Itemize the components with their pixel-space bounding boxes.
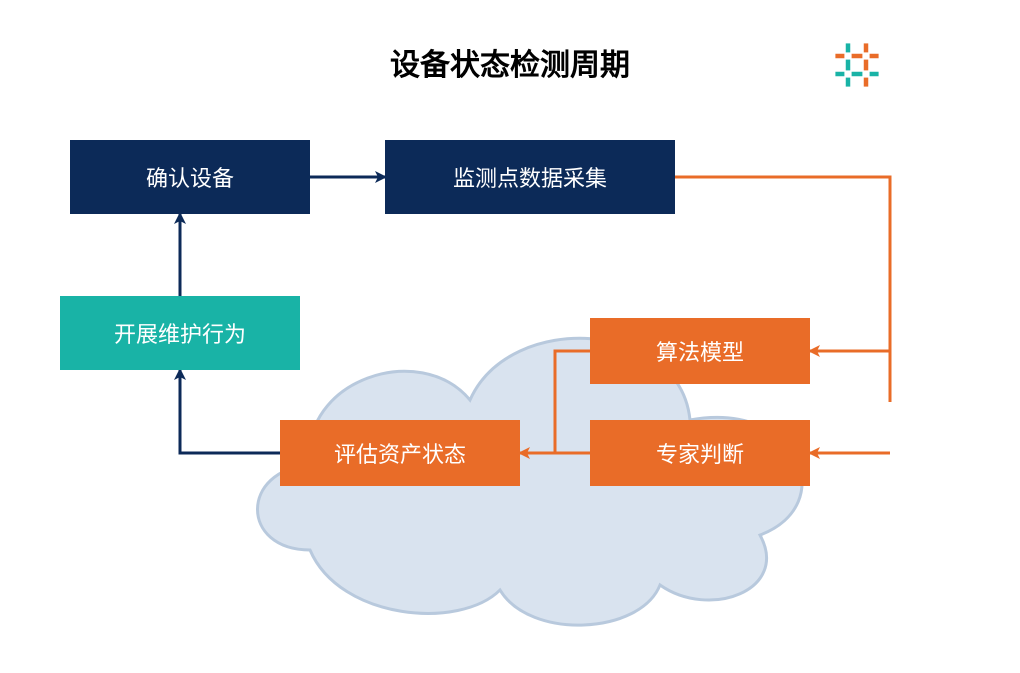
node-maintain: 开展维护行为 <box>60 296 300 370</box>
node-model: 算法模型 <box>590 318 810 384</box>
hash-logo-icon <box>830 38 884 92</box>
node-confirm: 确认设备 <box>70 140 310 214</box>
edge-model-merge <box>555 351 590 453</box>
node-evaluate: 评估资产状态 <box>280 420 520 486</box>
node-collect: 监测点数据采集 <box>385 140 675 214</box>
node-model-label: 算法模型 <box>656 335 744 367</box>
node-maintain-label: 开展维护行为 <box>114 317 246 349</box>
node-evaluate-label: 评估资产状态 <box>334 437 466 469</box>
node-confirm-label: 确认设备 <box>146 161 234 193</box>
node-collect-label: 监测点数据采集 <box>453 161 607 193</box>
node-expert-label: 专家判断 <box>656 437 744 469</box>
node-expert: 专家判断 <box>590 420 810 486</box>
